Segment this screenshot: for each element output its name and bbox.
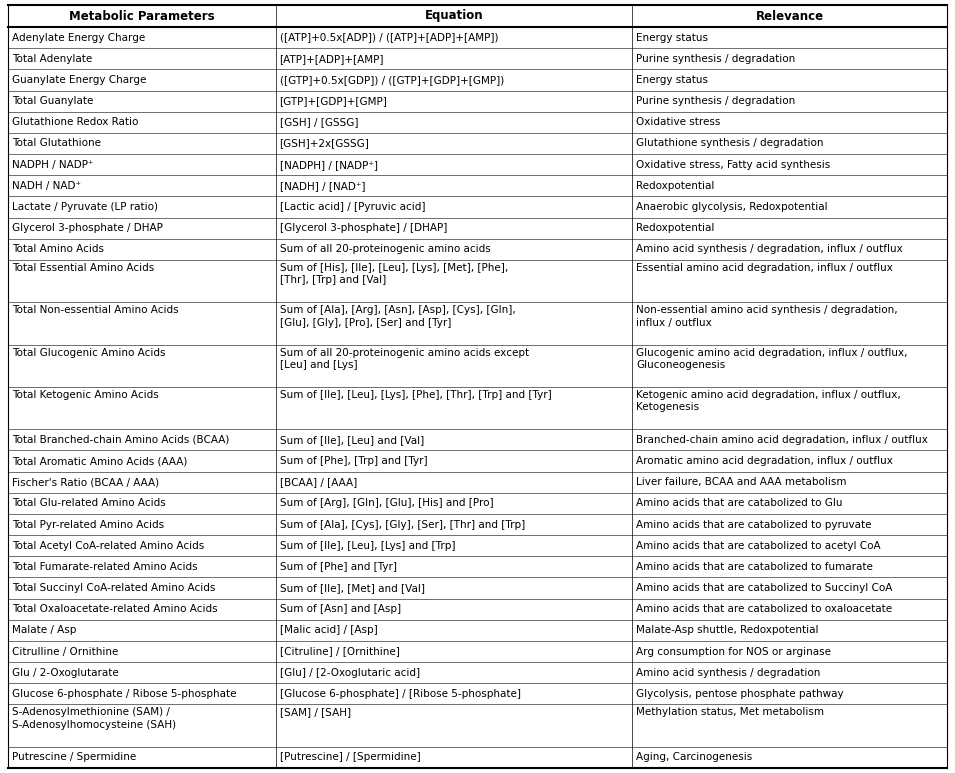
Text: Adenylate Energy Charge: Adenylate Energy Charge xyxy=(12,32,145,43)
Text: Amino acids that are catabolized to Glu: Amino acids that are catabolized to Glu xyxy=(636,499,843,509)
Text: Redoxpotential: Redoxpotential xyxy=(636,181,714,191)
Text: Glutathione Redox Ratio: Glutathione Redox Ratio xyxy=(12,117,138,128)
Text: Sum of all 20-proteinogenic amino acids except
[Leu] and [Lys]: Sum of all 20-proteinogenic amino acids … xyxy=(280,348,529,370)
Text: Total Branched-chain Amino Acids (BCAA): Total Branched-chain Amino Acids (BCAA) xyxy=(12,435,229,444)
Text: Redoxpotential: Redoxpotential xyxy=(636,223,714,233)
Text: Amino acids that are catabolized to Succinyl CoA: Amino acids that are catabolized to Succ… xyxy=(636,583,893,593)
Text: Sum of [Ala], [Arg], [Asn], [Asp], [Cys], [Gln],
[Glu], [Gly], [Pro], [Ser] and : Sum of [Ala], [Arg], [Asn], [Asp], [Cys]… xyxy=(280,305,516,328)
Text: Sum of [Phe], [Trp] and [Tyr]: Sum of [Phe], [Trp] and [Tyr] xyxy=(280,456,427,466)
Text: [Lactic acid] / [Pyruvic acid]: [Lactic acid] / [Pyruvic acid] xyxy=(280,202,425,212)
Text: [Citruline] / [Ornithine]: [Citruline] / [Ornithine] xyxy=(280,646,399,656)
Text: Glu / 2-Oxoglutarate: Glu / 2-Oxoglutarate xyxy=(12,668,118,678)
Text: Sum of [Ile], [Met] and [Val]: Sum of [Ile], [Met] and [Val] xyxy=(280,583,425,593)
Text: Total Oxaloacetate-related Amino Acids: Total Oxaloacetate-related Amino Acids xyxy=(12,604,218,615)
Text: [NADPH] / [NADP⁺]: [NADPH] / [NADP⁺] xyxy=(280,159,377,169)
Text: Malate-Asp shuttle, Redoxpotential: Malate-Asp shuttle, Redoxpotential xyxy=(636,625,819,635)
Text: Purine synthesis / degradation: Purine synthesis / degradation xyxy=(636,96,796,106)
Text: Citrulline / Ornithine: Citrulline / Ornithine xyxy=(12,646,118,656)
Text: Sum of [Ile], [Leu], [Lys], [Phe], [Thr], [Trp] and [Tyr]: Sum of [Ile], [Leu], [Lys], [Phe], [Thr]… xyxy=(280,390,551,400)
Text: Total Ketogenic Amino Acids: Total Ketogenic Amino Acids xyxy=(12,390,159,400)
Text: Metabolic Parameters: Metabolic Parameters xyxy=(69,9,215,22)
Text: Amino acids that are catabolized to acetyl CoA: Amino acids that are catabolized to acet… xyxy=(636,540,881,550)
Text: Total Fumarate-related Amino Acids: Total Fumarate-related Amino Acids xyxy=(12,562,198,572)
Text: Energy status: Energy status xyxy=(636,32,709,43)
Text: Total Adenylate: Total Adenylate xyxy=(12,54,93,63)
Text: Glucogenic amino acid degradation, influx / outflux,
Gluconeogenesis: Glucogenic amino acid degradation, influ… xyxy=(636,348,908,370)
Text: Liver failure, BCAA and AAA metabolism: Liver failure, BCAA and AAA metabolism xyxy=(636,477,847,487)
Text: Equation: Equation xyxy=(425,9,483,22)
Text: Purine synthesis / degradation: Purine synthesis / degradation xyxy=(636,54,796,63)
Text: Total Guanylate: Total Guanylate xyxy=(12,96,94,106)
Text: Sum of [Ile], [Leu], [Lys] and [Trp]: Sum of [Ile], [Leu], [Lys] and [Trp] xyxy=(280,540,456,550)
Text: Aging, Carcinogenesis: Aging, Carcinogenesis xyxy=(636,752,753,762)
Text: [GTP]+[GDP]+[GMP]: [GTP]+[GDP]+[GMP] xyxy=(280,96,388,106)
Text: [NADH] / [NAD⁺]: [NADH] / [NAD⁺] xyxy=(280,181,365,191)
Text: Fischer's Ratio (BCAA / AAA): Fischer's Ratio (BCAA / AAA) xyxy=(12,477,159,487)
Text: [Glycerol 3-phosphate] / [DHAP]: [Glycerol 3-phosphate] / [DHAP] xyxy=(280,223,447,233)
Text: Glucose 6-phosphate / Ribose 5-phosphate: Glucose 6-phosphate / Ribose 5-phosphate xyxy=(12,689,237,699)
Text: Sum of [His], [Ile], [Leu], [Lys], [Met], [Phe],
[Thr], [Trp] and [Val]: Sum of [His], [Ile], [Leu], [Lys], [Met]… xyxy=(280,263,508,285)
Text: [Putrescine] / [Spermidine]: [Putrescine] / [Spermidine] xyxy=(280,752,420,762)
Text: S-Adenosylmethionine (SAM) /
S-Adenosylhomocysteine (SAH): S-Adenosylmethionine (SAM) / S-Adenosylh… xyxy=(12,707,176,730)
Text: NADPH / NADP⁺: NADPH / NADP⁺ xyxy=(12,159,94,169)
Text: Putrescine / Spermidine: Putrescine / Spermidine xyxy=(12,752,137,762)
Text: Total Glutathione: Total Glutathione xyxy=(12,138,101,148)
Text: Sum of [Ile], [Leu] and [Val]: Sum of [Ile], [Leu] and [Val] xyxy=(280,435,424,444)
Text: [GSH] / [GSSG]: [GSH] / [GSSG] xyxy=(280,117,358,128)
Text: Amino acid synthesis / degradation, influx / outflux: Amino acid synthesis / degradation, infl… xyxy=(636,244,903,254)
Text: Aromatic amino acid degradation, influx / outflux: Aromatic amino acid degradation, influx … xyxy=(636,456,893,466)
Text: [SAM] / [SAH]: [SAM] / [SAH] xyxy=(280,707,350,717)
Text: [BCAA] / [AAA]: [BCAA] / [AAA] xyxy=(280,477,357,487)
Text: Total Pyr-related Amino Acids: Total Pyr-related Amino Acids xyxy=(12,519,164,530)
Text: Arg consumption for NOS or arginase: Arg consumption for NOS or arginase xyxy=(636,646,832,656)
Text: Amino acids that are catabolized to fumarate: Amino acids that are catabolized to fuma… xyxy=(636,562,873,572)
Text: Essential amino acid degradation, influx / outflux: Essential amino acid degradation, influx… xyxy=(636,263,893,273)
Text: Energy status: Energy status xyxy=(636,75,709,85)
Text: Sum of [Phe] and [Tyr]: Sum of [Phe] and [Tyr] xyxy=(280,562,396,572)
Text: Total Glucogenic Amino Acids: Total Glucogenic Amino Acids xyxy=(12,348,165,358)
Text: Sum of [Ala], [Cys], [Gly], [Ser], [Thr] and [Trp]: Sum of [Ala], [Cys], [Gly], [Ser], [Thr]… xyxy=(280,519,525,530)
Text: Non-essential amino acid synthesis / degradation,
influx / outflux: Non-essential amino acid synthesis / deg… xyxy=(636,305,898,328)
Text: Sum of [Asn] and [Asp]: Sum of [Asn] and [Asp] xyxy=(280,604,401,615)
Text: Sum of all 20-proteinogenic amino acids: Sum of all 20-proteinogenic amino acids xyxy=(280,244,490,254)
Text: Total Aromatic Amino Acids (AAA): Total Aromatic Amino Acids (AAA) xyxy=(12,456,187,466)
Text: ([ATP]+0.5x[ADP]) / ([ATP]+[ADP]+[AMP]): ([ATP]+0.5x[ADP]) / ([ATP]+[ADP]+[AMP]) xyxy=(280,32,499,43)
Text: Oxidative stress, Fatty acid synthesis: Oxidative stress, Fatty acid synthesis xyxy=(636,159,831,169)
Text: Amino acids that are catabolized to oxaloacetate: Amino acids that are catabolized to oxal… xyxy=(636,604,893,615)
Text: Glutathione synthesis / degradation: Glutathione synthesis / degradation xyxy=(636,138,824,148)
Text: [ATP]+[ADP]+[AMP]: [ATP]+[ADP]+[AMP] xyxy=(280,54,384,63)
Text: NADH / NAD⁺: NADH / NAD⁺ xyxy=(12,181,81,191)
Text: Anaerobic glycolysis, Redoxpotential: Anaerobic glycolysis, Redoxpotential xyxy=(636,202,828,212)
Text: Methylation status, Met metabolism: Methylation status, Met metabolism xyxy=(636,707,824,717)
Text: Total Essential Amino Acids: Total Essential Amino Acids xyxy=(12,263,155,273)
Text: Total Glu-related Amino Acids: Total Glu-related Amino Acids xyxy=(12,499,166,509)
Text: Total Non-essential Amino Acids: Total Non-essential Amino Acids xyxy=(12,305,179,315)
Text: Total Succinyl CoA-related Amino Acids: Total Succinyl CoA-related Amino Acids xyxy=(12,583,216,593)
Text: Glycerol 3-phosphate / DHAP: Glycerol 3-phosphate / DHAP xyxy=(12,223,163,233)
Text: Total Acetyl CoA-related Amino Acids: Total Acetyl CoA-related Amino Acids xyxy=(12,540,204,550)
Text: Malate / Asp: Malate / Asp xyxy=(12,625,76,635)
Text: Ketogenic amino acid degradation, influx / outflux,
Ketogenesis: Ketogenic amino acid degradation, influx… xyxy=(636,390,902,412)
Text: ([GTP]+0.5x[GDP]) / ([GTP]+[GDP]+[GMP]): ([GTP]+0.5x[GDP]) / ([GTP]+[GDP]+[GMP]) xyxy=(280,75,504,85)
Text: [Malic acid] / [Asp]: [Malic acid] / [Asp] xyxy=(280,625,377,635)
Text: [Glucose 6-phosphate] / [Ribose 5-phosphate]: [Glucose 6-phosphate] / [Ribose 5-phosph… xyxy=(280,689,520,699)
Text: Branched-chain amino acid degradation, influx / outflux: Branched-chain amino acid degradation, i… xyxy=(636,435,928,444)
Text: Glycolysis, pentose phosphate pathway: Glycolysis, pentose phosphate pathway xyxy=(636,689,844,699)
Text: [GSH]+2x[GSSG]: [GSH]+2x[GSSG] xyxy=(280,138,370,148)
Text: Amino acid synthesis / degradation: Amino acid synthesis / degradation xyxy=(636,668,820,678)
Text: [Glu] / [2-Oxoglutaric acid]: [Glu] / [2-Oxoglutaric acid] xyxy=(280,668,420,678)
Text: Amino acids that are catabolized to pyruvate: Amino acids that are catabolized to pyru… xyxy=(636,519,872,530)
Text: Guanylate Energy Charge: Guanylate Energy Charge xyxy=(12,75,146,85)
Text: Sum of [Arg], [Gln], [Glu], [His] and [Pro]: Sum of [Arg], [Gln], [Glu], [His] and [P… xyxy=(280,499,493,509)
Text: Oxidative stress: Oxidative stress xyxy=(636,117,721,128)
Text: Lactate / Pyruvate (LP ratio): Lactate / Pyruvate (LP ratio) xyxy=(12,202,158,212)
Text: Relevance: Relevance xyxy=(755,9,824,22)
Text: Total Amino Acids: Total Amino Acids xyxy=(12,244,104,254)
